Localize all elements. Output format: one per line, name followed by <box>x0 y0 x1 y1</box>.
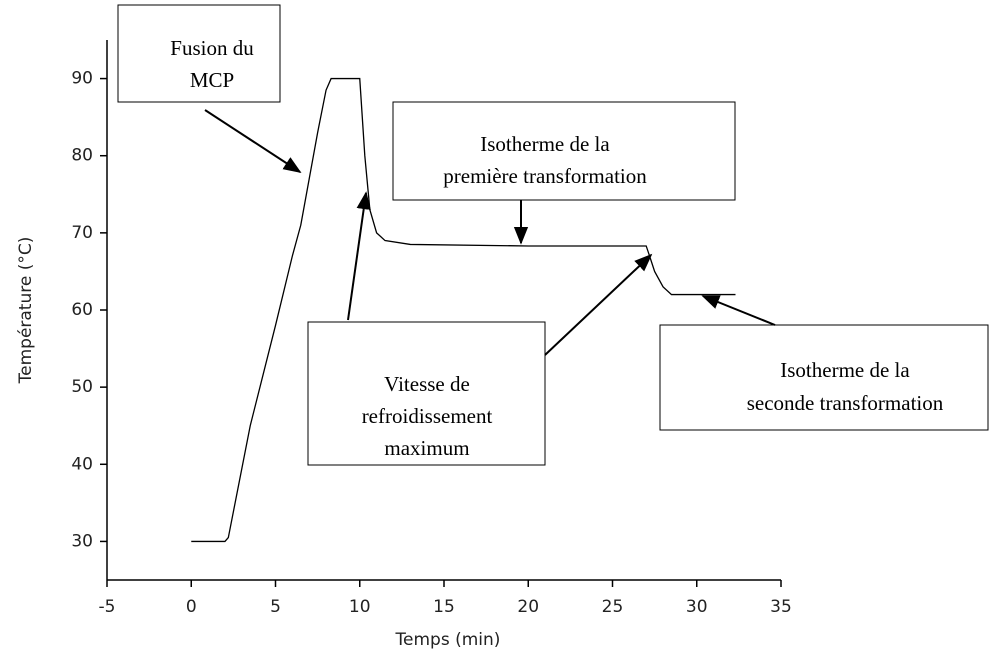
annotation-text: Fusion du <box>170 36 254 60</box>
x-tick-label: -5 <box>99 597 116 617</box>
annotation-box <box>117 4 281 103</box>
x-axis-label: Temps (min) <box>395 630 501 650</box>
annotation-text: MCP <box>190 68 234 92</box>
y-tick-label: 80 <box>71 146 93 166</box>
y-tick-label: 60 <box>71 300 93 320</box>
x-tick-label: 35 <box>770 597 792 617</box>
x-tick-label: 10 <box>349 597 371 617</box>
annotation-arrow <box>544 253 653 356</box>
y-tick-label: 30 <box>71 531 93 551</box>
annotation-box <box>307 321 546 466</box>
annotation-arrow <box>204 109 302 173</box>
annotation-text: première transformation <box>443 164 647 188</box>
annotation-arrow <box>701 295 776 326</box>
y-tick-label: 70 <box>71 223 93 243</box>
annotation-box <box>659 324 989 431</box>
annotation-text: Isotherme de la <box>480 132 610 156</box>
x-tick-label: 20 <box>517 597 539 617</box>
x-tick-label: 15 <box>433 597 455 617</box>
annotation-text: maximum <box>384 436 469 460</box>
y-tick-label: 50 <box>71 377 93 397</box>
annotation-text: refroidissement <box>362 404 493 428</box>
x-tick-label: 0 <box>186 597 197 617</box>
x-tick-label: 5 <box>270 597 281 617</box>
x-tick-label: 25 <box>602 597 624 617</box>
y-axis-label: Température (°C) <box>16 237 36 385</box>
annotation-box <box>392 101 736 201</box>
annotation-text: Vitesse de <box>384 372 470 396</box>
y-tick-label: 90 <box>71 69 93 89</box>
annotation-text: Isotherme de la <box>780 358 910 382</box>
x-tick-label: 30 <box>686 597 708 617</box>
y-tick-label: 40 <box>71 454 93 474</box>
annotation-text: seconde transformation <box>747 391 944 415</box>
annotation-arrow <box>347 191 371 321</box>
